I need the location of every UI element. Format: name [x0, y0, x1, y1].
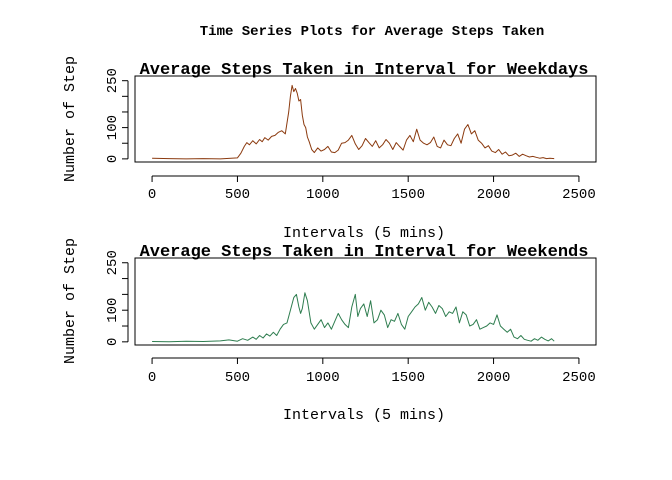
weekdays-x-tick-label: 1500 [391, 187, 425, 203]
weekends-x-tick-label: 2500 [562, 370, 596, 386]
weekends-x-tick-label: 0 [148, 370, 156, 386]
weekends-series-line [152, 292, 555, 343]
weekends-plot-title: Average Steps Taken in Interval for Week… [140, 243, 589, 262]
weekends-y-tick-label: 100 [105, 298, 121, 323]
weekdays-plot-frame [134, 75, 597, 163]
weekdays-y-tick-label: 100 [105, 115, 121, 140]
weekends-y-tick-label: 250 [105, 250, 121, 275]
weekends-panel: Average Steps Taken in Interval for Week… [62, 238, 597, 424]
weekends-plot-frame [134, 257, 597, 346]
weekdays-y-tick-label: 0 [105, 155, 121, 163]
weekdays-x-tick-label: 2000 [477, 187, 511, 203]
figure-title: Time Series Plots for Average Steps Take… [200, 24, 544, 40]
weekdays-x-tick-label: 500 [225, 187, 250, 203]
weekdays-y-tick-label: 250 [105, 68, 121, 93]
weekends-x-axis-label: Intervals (5 mins) [283, 407, 445, 424]
weekdays-x-tick-label: 2500 [562, 187, 596, 203]
weekends-x-tick-label: 2000 [477, 370, 511, 386]
weekends-x-tick-label: 1500 [391, 370, 425, 386]
weekdays-x-axis-label: Intervals (5 mins) [283, 225, 445, 242]
weekends-y-tick-label: 0 [105, 338, 121, 346]
weekdays-plot-title: Average Steps Taken in Interval for Week… [140, 61, 589, 80]
weekends-x-tick-label: 1000 [306, 370, 340, 386]
weekdays-x-tick-label: 1000 [306, 187, 340, 203]
weekends-x-tick-label: 500 [225, 370, 250, 386]
weekdays-x-tick-label: 0 [148, 187, 156, 203]
weekdays-y-axis-label: Number of Step [62, 56, 79, 182]
weekends-y-axis-label: Number of Step [62, 238, 79, 364]
weekdays-series-line [152, 84, 555, 160]
weekdays-panel: Average Steps Taken in Interval for Week… [62, 56, 597, 242]
